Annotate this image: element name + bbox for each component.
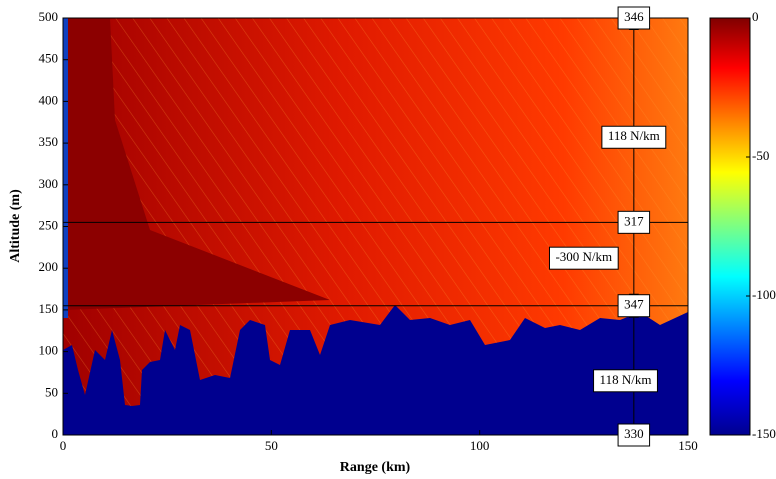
annotation-box xyxy=(617,6,651,30)
y-tick-label: 350 xyxy=(39,134,59,149)
x-tick-label: 0 xyxy=(60,438,67,453)
annotation-box xyxy=(593,369,658,393)
annotation-label: 347 xyxy=(624,297,644,312)
y-tick-label: 100 xyxy=(39,343,59,358)
colorbar-tick-label: -150 xyxy=(752,426,776,441)
colorbar xyxy=(709,17,751,436)
colorbar-tick-label: 0 xyxy=(752,9,759,24)
annotation-box xyxy=(601,125,667,149)
x-tick-label: 50 xyxy=(265,438,278,453)
y-tick-label: 300 xyxy=(39,176,59,191)
annotation-box xyxy=(617,294,651,318)
annotation-box xyxy=(617,423,651,447)
y-axis-label: Altitude (m) xyxy=(8,189,23,263)
y-tick-label: 50 xyxy=(45,384,58,399)
annotation-label: 118 N/km xyxy=(608,128,660,143)
y-tick-label: 0 xyxy=(52,426,59,441)
x-axis-label: Range (km) xyxy=(340,460,411,475)
y-tick-label: 400 xyxy=(39,92,59,107)
annotation-label: 330 xyxy=(624,426,644,441)
colorbar-tick-label: -50 xyxy=(752,148,769,163)
y-tick-label: 450 xyxy=(39,51,59,66)
y-tick-label: 200 xyxy=(39,259,59,274)
annotation-box xyxy=(548,246,619,270)
annotation-label: -300 N/km xyxy=(555,249,612,264)
heatmap-field xyxy=(63,18,688,435)
y-tick-label: 150 xyxy=(39,301,59,316)
y-tick-label: 250 xyxy=(39,217,59,232)
x-tick-label: 150 xyxy=(678,438,698,453)
x-tick-label: 100 xyxy=(470,438,490,453)
annotation-box xyxy=(617,210,651,234)
y-tick-label: 500 xyxy=(39,9,59,24)
annotation-label: 317 xyxy=(624,213,644,228)
annotation-label: 118 N/km xyxy=(600,372,652,387)
annotation-label: 346 xyxy=(624,9,644,24)
colorbar-tick-label: -100 xyxy=(752,287,776,302)
